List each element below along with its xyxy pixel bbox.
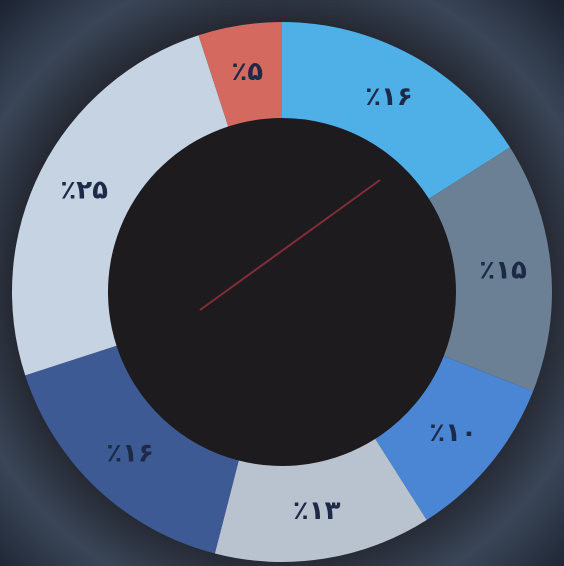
donut-segment	[11, 35, 229, 376]
donut-segment	[214, 438, 427, 562]
donut-segment	[198, 22, 282, 127]
donut-segment	[25, 345, 239, 554]
data-label: ٪۲۵	[60, 176, 108, 206]
data-label: ٪۱۳	[293, 496, 341, 526]
data-label: ٪۱۶	[365, 82, 413, 112]
data-label: ٪۱۰	[429, 418, 477, 448]
donut-segment	[282, 22, 510, 199]
data-label: ٪۱۶	[106, 438, 154, 468]
donut-segment	[428, 147, 552, 392]
data-label: ٪۵	[231, 57, 263, 87]
donut-segment	[375, 356, 534, 520]
center-photo	[108, 118, 456, 466]
data-label: ٪۱۵	[479, 256, 527, 286]
photo-streak	[199, 179, 381, 311]
